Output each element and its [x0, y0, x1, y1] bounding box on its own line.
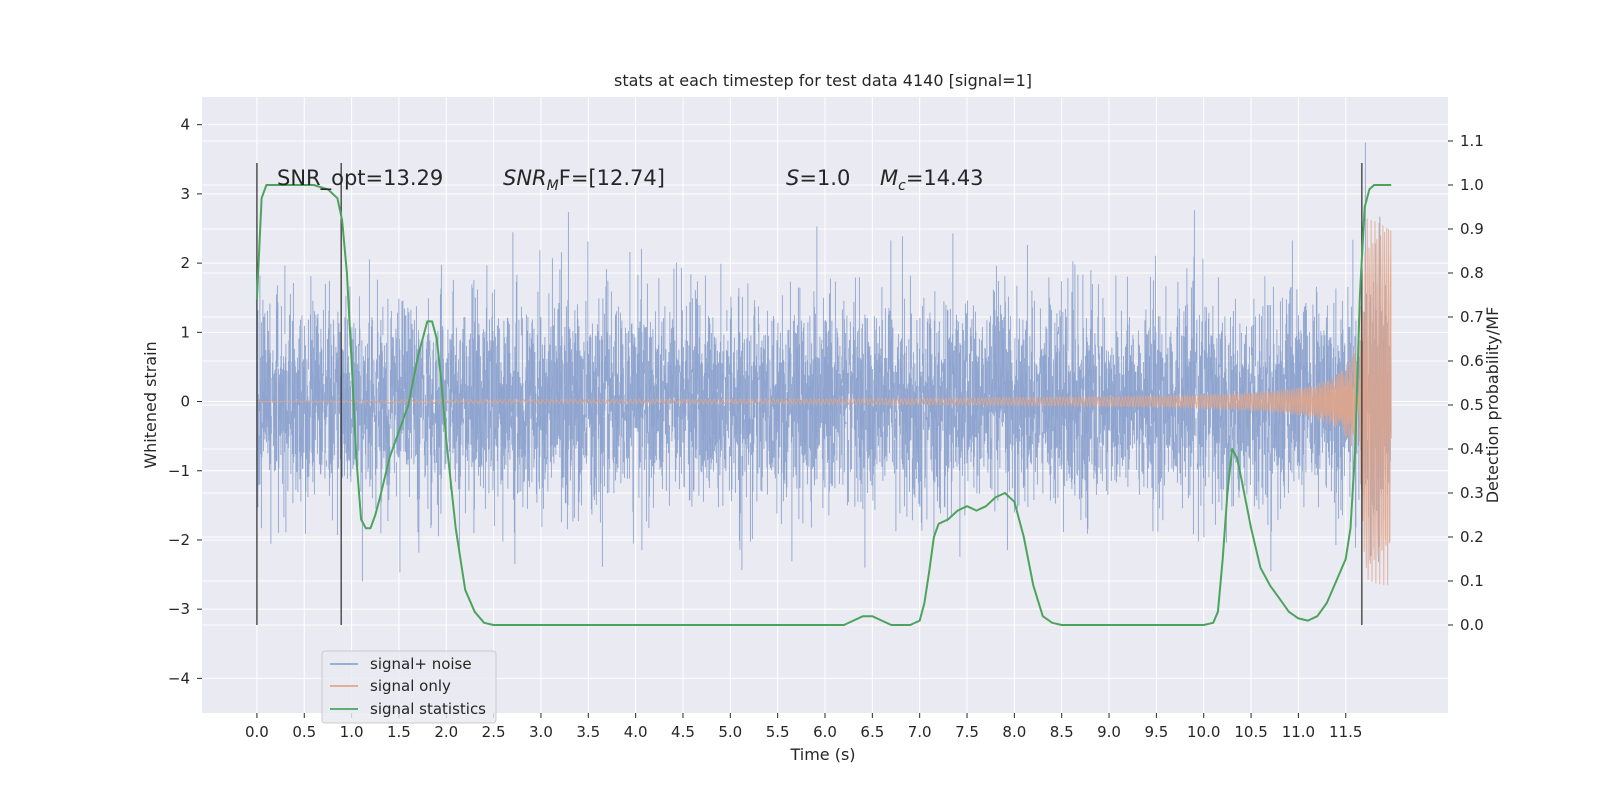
y-tick-label-right: 0.4 [1460, 440, 1484, 458]
y-tick-label-left: 2 [180, 254, 190, 272]
y-tick-label-right: 0.6 [1460, 352, 1484, 370]
x-axis-label: Time (s) [789, 745, 855, 764]
x-tick-label: 7.5 [955, 723, 979, 741]
x-tick-label: 5.0 [718, 723, 742, 741]
x-tick-label: 10.5 [1234, 723, 1267, 741]
x-tick-label: 4.0 [624, 723, 648, 741]
x-tick-label: 10.0 [1187, 723, 1220, 741]
s-rest: =1.0 [799, 166, 850, 190]
y-tick-label-right: 0.0 [1460, 616, 1484, 634]
y-tick-label-right: 0.7 [1460, 308, 1484, 326]
x-tick-label: 9.0 [1097, 723, 1121, 741]
x-tick-label: 3.0 [529, 723, 553, 741]
y-tick-label-right: 1.1 [1460, 132, 1484, 150]
x-tick-label: 8.0 [1002, 723, 1026, 741]
vertical-markers [256, 163, 1363, 625]
y-tick-label-left: −1 [168, 462, 190, 480]
statistics-line [255, 184, 1392, 626]
legend: signal+ noise signal only signal statist… [321, 650, 497, 724]
mc-rest: =14.43 [906, 166, 984, 190]
y-tick-label-left: −2 [168, 531, 190, 549]
annotation-snr-opt: SNR_opt=13.29 [277, 166, 443, 191]
y-tick-label-left: −4 [168, 669, 190, 687]
x-tick-label: 6.5 [860, 723, 884, 741]
legend-label-signal-only: signal only [370, 677, 451, 695]
y-axis-label-right: Detection probability/MF [1483, 307, 1502, 504]
s-var: S [786, 166, 799, 190]
x-tick-label: 9.5 [1144, 723, 1168, 741]
y-tick-label-left: 1 [180, 323, 190, 341]
y-tick-label-right: 0.1 [1460, 572, 1484, 590]
x-tick-label: 7.0 [908, 723, 932, 741]
x-tick-label: 1.5 [387, 723, 411, 741]
y-axis-label-left: Whitened strain [141, 341, 160, 468]
x-tick-label: 4.5 [671, 723, 695, 741]
chirp-trace [256, 218, 1392, 586]
series-signal-statistics [255, 184, 1392, 626]
series-signal-only [256, 218, 1392, 586]
x-tick-label: 0.0 [245, 723, 269, 741]
legend-box [321, 650, 497, 724]
y-tick-label-left: 4 [180, 116, 190, 134]
x-tick-label: 8.5 [1050, 723, 1074, 741]
axis-ticks: 0.0 0.5 1.0 1.5 2.0 2.5 3.0 3.5 4.0 4.5 5.0 5.5 6.0 6… [168, 116, 1484, 741]
snr-mf-sub: M [547, 178, 559, 194]
y-tick-label-right: 0.3 [1460, 484, 1484, 502]
x-tick-label: 1.0 [340, 723, 364, 741]
x-tick-label: 6.0 [813, 723, 837, 741]
x-tick-label: 3.5 [576, 723, 600, 741]
annotation-s: S=1.0 [786, 166, 850, 190]
x-tick-label: 11.5 [1329, 723, 1362, 741]
y-tick-label-right: 1.0 [1460, 176, 1484, 194]
y-tick-label-left: 0 [180, 393, 190, 411]
snr-mf-rest: F=[12.74] [559, 166, 665, 190]
legend-label-signal-statistics: signal statistics [370, 700, 486, 718]
x-tick-label: 11.0 [1282, 723, 1315, 741]
x-tick-label: 0.5 [292, 723, 316, 741]
x-tick-label: 2.0 [434, 723, 458, 741]
y-tick-label-right: 0.5 [1460, 396, 1484, 414]
y-tick-label-right: 0.9 [1460, 220, 1484, 238]
y-tick-label-left: 3 [180, 185, 190, 203]
annotation-mc: Mc=14.43 [880, 166, 984, 194]
mc-var: M [880, 166, 898, 190]
x-tick-label: 5.5 [766, 723, 790, 741]
annotations: SNR_opt=13.29 SNRMF=[12.74] S=1.0 Mc=14.… [277, 166, 984, 194]
legend-label-signal-plus-noise: signal+ noise [370, 655, 472, 673]
snr-mf-base: SNR [503, 166, 547, 190]
mc-sub: c [898, 178, 906, 194]
y-tick-label-right: 0.2 [1460, 528, 1484, 546]
x-tick-label: 2.5 [482, 723, 506, 741]
annotation-snr-mf: SNRMF=[12.74] [503, 166, 665, 194]
chart-title: stats at each timestep for test data 414… [614, 71, 1032, 90]
y-tick-label-left: −3 [168, 600, 190, 618]
y-tick-label-right: 0.8 [1460, 264, 1484, 282]
